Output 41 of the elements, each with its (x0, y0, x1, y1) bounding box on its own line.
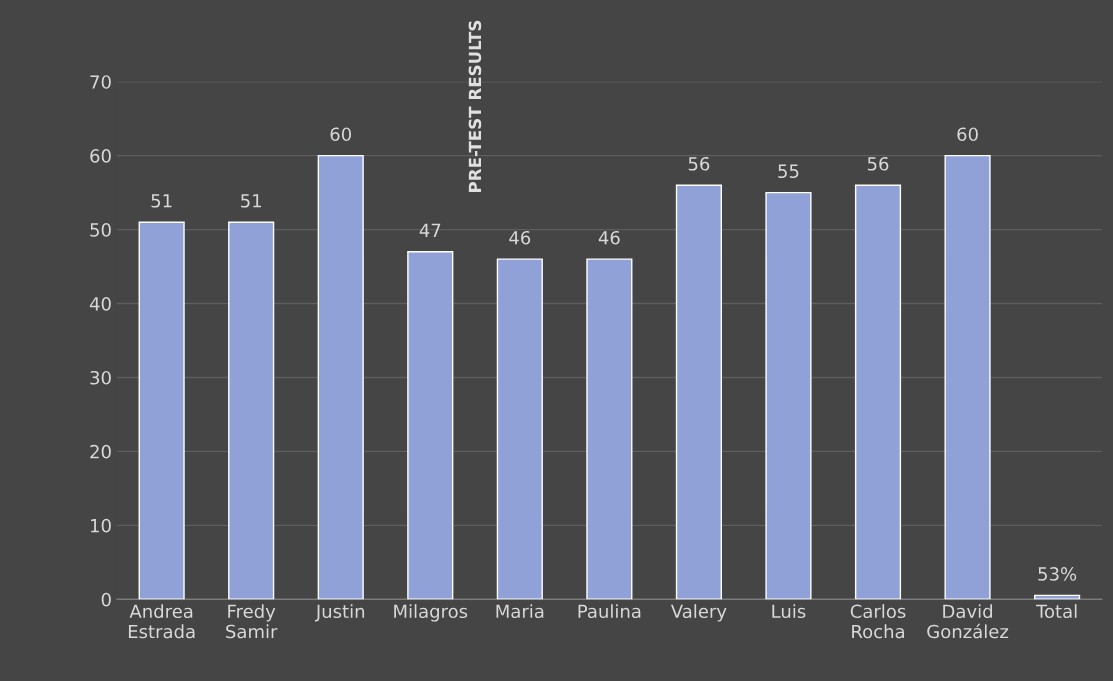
x-tick-label: Maria (496, 604, 544, 619)
data-label: 51 (151, 194, 172, 208)
data-label: 51 (241, 194, 261, 208)
y-tick-label: 50 (90, 223, 111, 237)
bar (496, 258, 543, 600)
x-tick-label: Andrea Estrada (128, 604, 195, 639)
bar (944, 154, 991, 600)
x-tick-label: Fredy Samir (226, 604, 278, 639)
y-tick-label: 20 (90, 444, 111, 459)
bar (407, 251, 454, 600)
data-label: 46 (509, 230, 531, 245)
bar (675, 184, 722, 600)
x-tick-label: Luis (772, 604, 806, 619)
y-tick-label: 70 (90, 75, 111, 89)
data-label: 47 (419, 223, 441, 237)
bar (317, 154, 364, 600)
data-label: 60 (957, 127, 978, 142)
bar (586, 258, 633, 600)
y-tick-label: 30 (90, 370, 111, 385)
x-tick-label: Paulina (578, 604, 641, 619)
data-label: 60 (330, 127, 352, 142)
bar (854, 184, 902, 600)
y-tick-label: 10 (91, 518, 111, 533)
y-tick-label: 60 (90, 149, 111, 163)
bar (138, 221, 185, 600)
data-label: 46 (598, 230, 620, 245)
text: PRE-TEST RESULTS (468, 20, 482, 192)
x-tick-label: Milagros (394, 604, 468, 622)
x-tick-label: Carlos Rocha (850, 604, 906, 639)
bar (765, 191, 812, 600)
x-tick-label: Total (1035, 604, 1077, 619)
x-tick-label: David González (927, 604, 1009, 639)
data-label: 55 (778, 164, 799, 179)
data-label: 56 (688, 156, 710, 171)
x-tick-label: Valery (670, 604, 727, 622)
y-tick-label: 40 (89, 296, 111, 311)
data-label: 53% (1038, 567, 1077, 581)
x-tick-label: Justin (314, 604, 365, 622)
y-tick-label: 0 (101, 592, 111, 607)
data-label: 56 (867, 156, 889, 171)
bar (228, 221, 275, 600)
